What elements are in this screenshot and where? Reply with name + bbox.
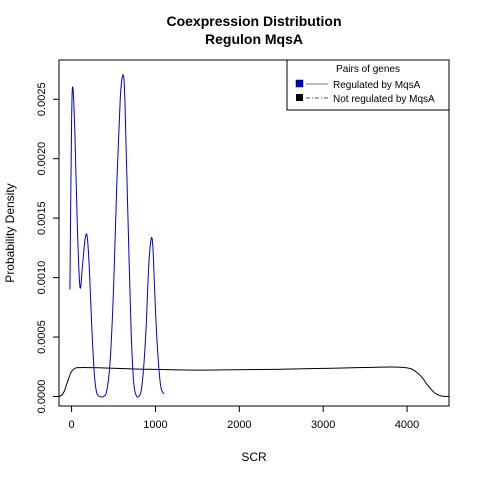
- legend-swatch-not-regulated: [296, 94, 303, 101]
- y-tick-label: 0.0005: [36, 320, 48, 354]
- x-tick-label: 3000: [311, 419, 335, 431]
- y-tick-label: 0.0000: [36, 380, 48, 414]
- y-tick-label: 0.0010: [36, 261, 48, 295]
- y-tick-label: 0.0025: [36, 82, 48, 116]
- series-line-not-regulated: [59, 366, 449, 397]
- y-tick-label: 0.0015: [36, 201, 48, 235]
- plot-frame: [58, 59, 450, 407]
- x-axis: 0 1000 2000 3000 4000: [69, 406, 419, 431]
- y-tick-label: 0.0020: [36, 142, 48, 176]
- chart-title: Coexpression Distribution: [166, 13, 341, 29]
- legend-label-not-regulated: Not regulated by MqsA: [333, 94, 435, 105]
- y-axis-title: Probability Density: [3, 183, 17, 282]
- legend-swatch-regulated: [295, 79, 304, 88]
- legend-title: Pairs of genes: [336, 64, 400, 75]
- x-tick-label: 1000: [143, 419, 167, 431]
- x-tick-label: 0: [69, 419, 75, 431]
- series-line-regulated: [69, 74, 165, 398]
- legend-box: [286, 59, 450, 111]
- x-axis-title: SCR: [241, 450, 267, 464]
- x-tick-label: 4000: [395, 419, 419, 431]
- legend-label-regulated: Regulated by MqsA: [333, 80, 421, 91]
- series-layer: [59, 74, 449, 398]
- chart-subtitle: Regulon MqsA: [205, 31, 303, 47]
- x-tick-label: 2000: [227, 419, 251, 431]
- y-axis: 0.0000 0.0005 0.0010 0.0015 0.0020 0.0025: [36, 82, 59, 413]
- legend: Pairs of genes Regulated by MqsA Not reg…: [286, 59, 450, 111]
